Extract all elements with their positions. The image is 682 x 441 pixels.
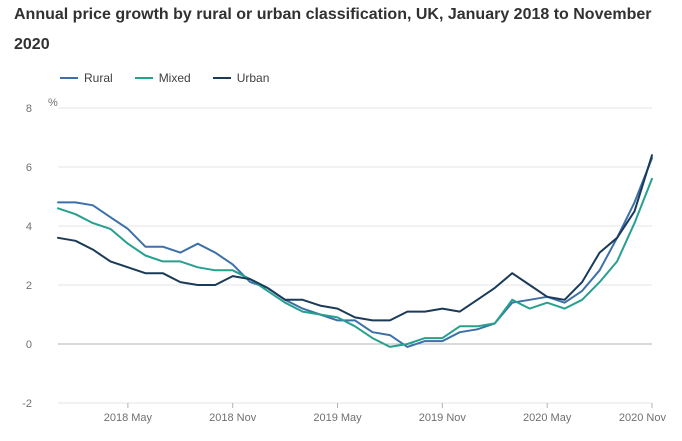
x-tick-label: 2019 Nov <box>419 412 467 424</box>
x-tick-label: 2020 May <box>523 412 572 424</box>
legend-swatch-urban <box>212 77 231 79</box>
legend-label-rural: Rural <box>84 71 113 85</box>
y-axis-ticks: -2 0 2 4 6 8 <box>22 103 32 410</box>
legend-label-mixed: Mixed <box>158 71 191 85</box>
x-tick-label: 2018 Nov <box>209 412 257 424</box>
gridlines <box>58 107 652 404</box>
y-tick-6: 6 <box>26 162 32 174</box>
y-tick-8: 8 <box>26 103 32 115</box>
legend-swatch-rural <box>60 77 78 79</box>
legend-item-mixed[interactable]: Mixed <box>134 71 191 85</box>
y-axis-label: % <box>48 97 58 109</box>
series-line-mixed[interactable] <box>57 177 653 348</box>
legend-label-urban: Urban <box>236 71 270 85</box>
x-tick-label: 2019 May <box>313 412 362 424</box>
x-tick-label: 2020 Nov <box>619 412 667 424</box>
y-tick-0: 0 <box>26 339 32 351</box>
x-tick-label: 2018 May <box>104 412 153 424</box>
x-axis-ticks: 2018 May 2018 Nov 2019 May 2019 Nov 2020 May… <box>104 403 667 424</box>
series-lines <box>57 154 653 348</box>
chart-title: Annual price growth by rural or urban cl… <box>14 6 652 53</box>
y-tick-2: 2 <box>26 280 32 292</box>
legend: Rural Mixed Urban <box>60 70 291 86</box>
series-line-urban[interactable] <box>57 154 653 322</box>
legend-item-urban[interactable]: Urban <box>212 71 270 85</box>
legend-item-rural[interactable]: Rural <box>60 71 113 85</box>
y-tick-4: 4 <box>26 221 32 233</box>
y-tick--2: -2 <box>22 398 32 410</box>
legend-swatch-mixed <box>134 77 153 79</box>
series-line-rural[interactable] <box>57 157 653 348</box>
